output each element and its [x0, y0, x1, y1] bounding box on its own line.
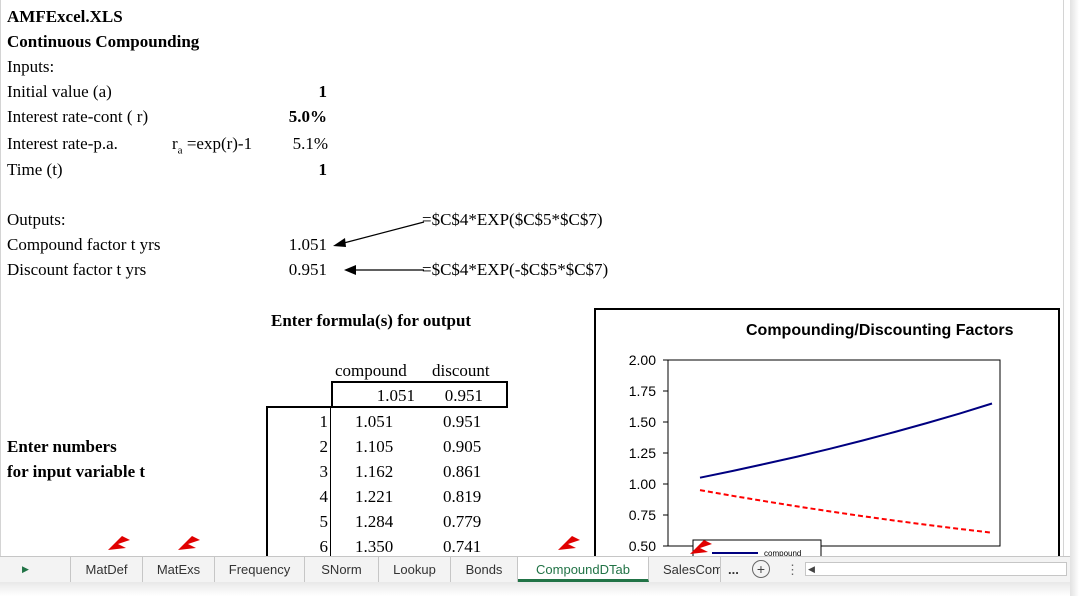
gridline-left [0, 0, 1, 556]
red-marker-icon [690, 540, 712, 554]
discount-formula-note: =$C$4*EXP(-$C$5*$C$7) [422, 260, 609, 279]
tab-frequency[interactable]: Frequency [215, 557, 305, 582]
y-tick-label: 0.50 [629, 538, 656, 554]
enter-formula-label[interactable]: Enter formula(s) for output [271, 311, 472, 330]
scroll-tabs-right-icon[interactable]: ▶ [22, 564, 29, 574]
chart-object[interactable]: Compounding/Discounting Factors 2.00 1.75… [594, 308, 1060, 556]
plot-area [667, 359, 1001, 547]
compound-cell[interactable]: 1.105 [355, 437, 394, 456]
chart-title: Compounding/Discounting Factors [746, 322, 1014, 339]
sheet-heading[interactable]: Continuous Compounding [7, 32, 200, 51]
col-header-discount[interactable]: discount [432, 361, 490, 380]
red-marker-icon [178, 536, 200, 550]
worksheet: AMFExcel.XLS Continuous Compounding Inpu… [0, 0, 1064, 556]
rate-cont-cell[interactable]: 5.0% [288, 107, 327, 126]
rate-pa-cell[interactable]: 5.1% [292, 134, 328, 153]
tab-matexs[interactable]: MatExs [143, 557, 215, 582]
discount-cell[interactable]: 0.951 [443, 412, 482, 431]
compound-arrowhead-icon [333, 238, 346, 247]
discount-cell[interactable]: 0.741 [443, 537, 482, 556]
series-line-discount [699, 489, 993, 534]
legend-label-compound: compound [764, 549, 801, 556]
rate-subscript: a [177, 144, 183, 157]
rate-cont-label[interactable]: Interest rate-cont ( r) [7, 107, 149, 126]
rate-expression: =exp(r)-1 [182, 134, 253, 153]
y-tick-label: 0.75 [629, 507, 656, 523]
compound-cell[interactable]: 1.162 [355, 462, 394, 481]
rate-pa-formula-label[interactable]: ra =exp(r)-1 [172, 134, 252, 160]
y-tick-label: 2.00 [629, 352, 656, 368]
horizontal-scrollbar[interactable]: ◀ [805, 562, 1067, 576]
t-cell[interactable]: 1 [319, 412, 329, 431]
t-cell[interactable]: 6 [319, 537, 329, 556]
discount-cell[interactable]: 0.861 [443, 462, 482, 481]
vertical-dots-icon[interactable]: ⋮ [786, 562, 799, 577]
time-label[interactable]: Time (t) [7, 160, 63, 179]
box-discount-cell[interactable]: 0.951 [444, 386, 483, 405]
y-tick-label: 1.50 [629, 414, 656, 430]
add-sheet-icon[interactable]: + [752, 560, 770, 578]
discount-cell[interactable]: 0.819 [443, 487, 482, 506]
compound-cell[interactable]: 1.051 [355, 412, 394, 431]
formula-output-box[interactable] [331, 381, 508, 408]
discount-factor-label[interactable]: Discount factor t yrs [7, 260, 147, 279]
series-line-compound [699, 402, 993, 479]
outputs-label[interactable]: Outputs: [7, 210, 66, 229]
right-shadow [1070, 0, 1079, 596]
table-border-left [266, 406, 268, 556]
compound-cell[interactable]: 1.284 [355, 512, 394, 531]
enter-numbers-label[interactable]: Enter numbers [7, 437, 117, 456]
initial-value-cell[interactable]: 1 [318, 82, 328, 101]
scroll-left-icon[interactable]: ◀ [808, 564, 815, 574]
tab-salescom[interactable]: SalesCom [649, 557, 721, 582]
box-compound-cell[interactable]: 1.051 [376, 386, 415, 405]
t-cell[interactable]: 5 [319, 512, 329, 531]
tab-bonds[interactable]: Bonds [451, 557, 518, 582]
file-title[interactable]: AMFExcel.XLS [7, 7, 123, 26]
more-tabs-button[interactable]: ... [728, 562, 739, 577]
tab-matdef[interactable]: MatDef [71, 557, 143, 582]
compound-factor-label[interactable]: Compound factor t yrs [7, 235, 161, 254]
y-tick-label: 1.25 [629, 445, 656, 461]
input-variable-label[interactable]: for input variable t [7, 462, 146, 481]
rate-pa-label[interactable]: Interest rate-p.a. [7, 134, 118, 153]
compound-formula-note: =$C$4*EXP($C$5*$C$7) [422, 210, 603, 229]
compound-cell[interactable]: 1.221 [355, 487, 394, 506]
discount-cell[interactable]: 0.779 [443, 512, 482, 531]
discount-cell[interactable]: 0.905 [443, 437, 482, 456]
rate-symbol: r [172, 134, 178, 153]
table-border-top [266, 406, 332, 408]
red-marker-icon [558, 536, 580, 550]
tab-lookup[interactable]: Lookup [379, 557, 451, 582]
discount-factor-cell[interactable]: 0.951 [288, 260, 327, 279]
table-divider [330, 406, 331, 556]
sheet-tab-bar: ▶ MatDef MatExs Frequency SNorm Lookup B… [0, 556, 1070, 584]
compound-cell[interactable]: 1.350 [355, 537, 394, 556]
col-header-compound[interactable]: compound [335, 361, 407, 380]
chart-plot: 2.00 1.75 1.50 1.25 1.00 0.75 0.50 compound [629, 352, 1001, 556]
t-cell[interactable]: 4 [319, 487, 329, 506]
compound-factor-cell[interactable]: 1.051 [288, 235, 327, 254]
bottom-shadow [0, 582, 1079, 596]
compound-arrow-line [339, 221, 425, 245]
t-cell[interactable]: 3 [319, 462, 329, 481]
inputs-label[interactable]: Inputs: [7, 57, 55, 76]
y-tick-label: 1.00 [629, 476, 656, 492]
tab-separator [70, 557, 71, 582]
tab-snorm[interactable]: SNorm [305, 557, 379, 582]
annotation-arrows [333, 221, 425, 275]
discount-arrowhead-icon [344, 265, 356, 275]
gridline-right [1063, 0, 1064, 556]
time-cell[interactable]: 1 [318, 160, 328, 179]
initial-value-label[interactable]: Initial value (a) [7, 82, 112, 101]
t-cell[interactable]: 2 [319, 437, 329, 456]
red-marker-icon [108, 536, 130, 550]
tab-compounddtab[interactable]: CompoundDTab [518, 557, 649, 582]
y-tick-label: 1.75 [629, 383, 656, 399]
